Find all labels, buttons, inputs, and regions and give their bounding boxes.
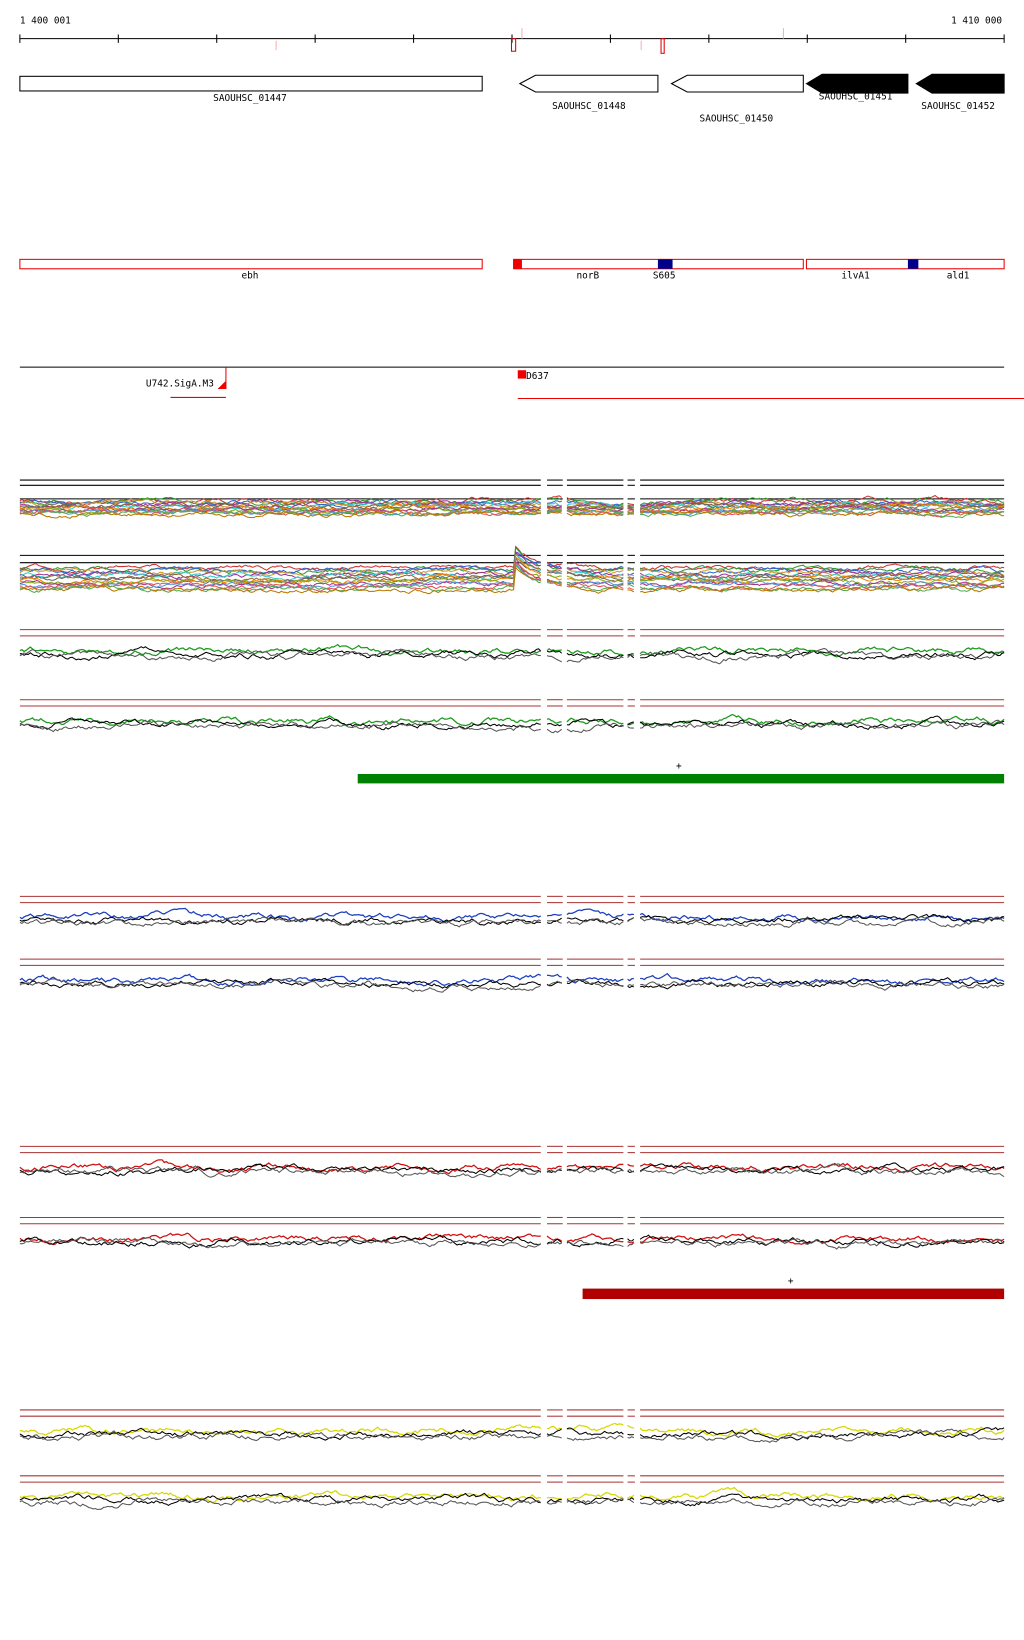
signal-line [19,502,1005,515]
gene [915,73,1005,94]
signal-line [19,1428,1005,1443]
red-bar [582,1288,1005,1300]
signal-line [19,564,1005,588]
feature-label: S605 [653,271,676,282]
signal-line [19,1236,1005,1250]
region-marker [217,380,226,390]
signal-line [19,1486,1005,1503]
signal-line [19,977,1005,993]
feature-label: ilvA1 [841,271,870,282]
genes [19,73,1005,94]
signal-line [19,508,1005,519]
ruler-start: 1 400 001 [20,15,71,26]
ruler-marks [275,28,784,51]
feature-block [513,259,522,269]
signal-line [19,1497,1005,1510]
signal-line [19,500,1005,512]
region-marker [517,370,527,379]
feature-label: norB [577,271,600,282]
signal-line [19,916,1005,928]
signal-line [19,1492,1005,1507]
signal-line [19,494,1005,508]
signal-line [19,719,1005,734]
signal-line [19,907,1005,924]
ruler-ticks [19,34,1005,43]
ruler-end: 1 410 000 [951,15,1002,26]
gene-label: SAOUHSC_01448 [552,101,626,112]
signal-line [19,551,1005,580]
signal-line [19,1163,1005,1178]
gene [805,73,909,94]
tracks [19,479,1005,1510]
signal-line [19,563,1005,590]
marker-label: + [676,761,682,772]
signal-line [19,913,1005,926]
gene [670,74,804,93]
green-bar [357,773,1005,784]
signal-line [19,972,1005,987]
signal-line [19,713,1005,727]
feature-block [657,259,673,269]
region-label: U742.SigA.M3 [146,378,214,389]
signal-line [19,566,1005,595]
signal-line [19,564,1005,593]
signal-line [19,1232,1005,1246]
ruler-gaps [510,38,665,54]
signal-line [19,1426,1005,1441]
signal-line [19,715,1005,731]
signal-line [19,646,1005,661]
features [19,258,1005,270]
gene-label: SAOUHSC_01452 [921,101,995,112]
signal-line [19,1422,1005,1438]
gene-label: SAOUHSC_01447 [213,93,287,104]
feature-block [907,259,919,269]
gene-label: SAOUHSC_01450 [700,114,774,125]
signal-line [19,977,1005,990]
gene-label: SAOUHSC_01451 [819,92,893,103]
gene [518,74,659,93]
signal-line [19,551,1005,576]
signal-line [19,509,1005,519]
marker-label: + [788,1276,794,1287]
signal-line [19,1234,1005,1249]
feature-label: ald1 [947,271,970,282]
gene [19,75,483,92]
feature-label: ebh [241,271,258,282]
signal-line [19,643,1005,658]
signal-line [19,647,1005,665]
region-label: D637 [526,371,549,382]
